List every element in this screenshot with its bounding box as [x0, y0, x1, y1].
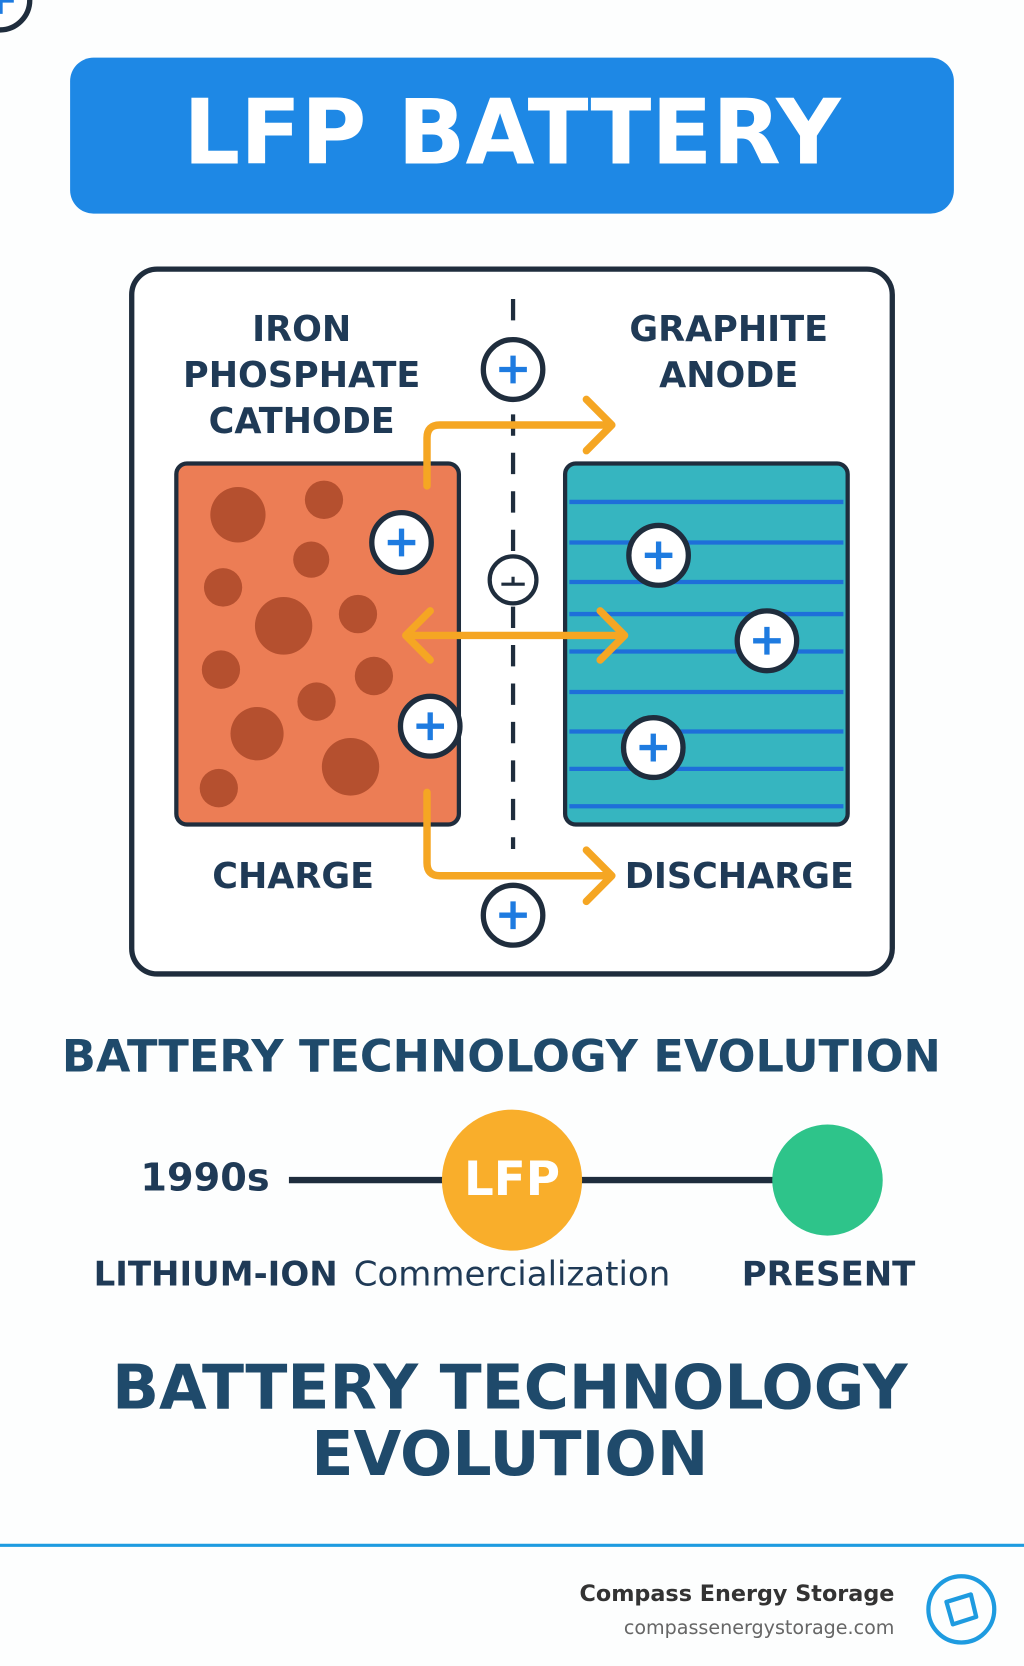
timeline-node — [441, 1109, 583, 1251]
timeline-caption: LITHIUM-ION — [94, 1255, 338, 1295]
header-title: LFP BATTERY — [183, 81, 842, 185]
ions — [0, 0, 797, 945]
charge-label: CHARGE — [212, 856, 374, 897]
anode-label: ANODE — [659, 355, 798, 396]
timeline-start: 1990s — [140, 1156, 269, 1201]
section-heading: BATTERY TECHNOLOGY — [112, 1352, 909, 1424]
section-heading: EVOLUTION — [311, 1418, 708, 1490]
timeline-node — [772, 1124, 883, 1236]
header-banner — [70, 57, 954, 214]
timeline-node-label: LFP — [464, 1153, 560, 1207]
timeline-heading: BATTERY TECHNOLOGY EVOLUTION — [62, 1029, 941, 1082]
cathode-label: PHOSPHATE — [183, 355, 420, 396]
footer-url: compassenergystorage.com — [624, 1616, 895, 1639]
discharge-label: DISCHARGE — [625, 856, 854, 897]
cathode-label: IRON — [252, 309, 351, 350]
compass-needle — [944, 1592, 979, 1627]
timeline-caption: Commercialization — [354, 1255, 670, 1295]
compass-icon — [926, 1574, 997, 1645]
anode-layers — [569, 499, 844, 809]
cathode-particles — [199, 480, 394, 808]
ion-arrows — [402, 395, 629, 906]
electron-sign — [501, 576, 525, 586]
footer-brand: Compass Energy Storage — [580, 1581, 895, 1607]
anode-label: GRAPHITE — [629, 309, 828, 350]
timeline-caption: PRESENT — [742, 1255, 916, 1295]
cathode-label: CATHODE — [209, 401, 395, 442]
